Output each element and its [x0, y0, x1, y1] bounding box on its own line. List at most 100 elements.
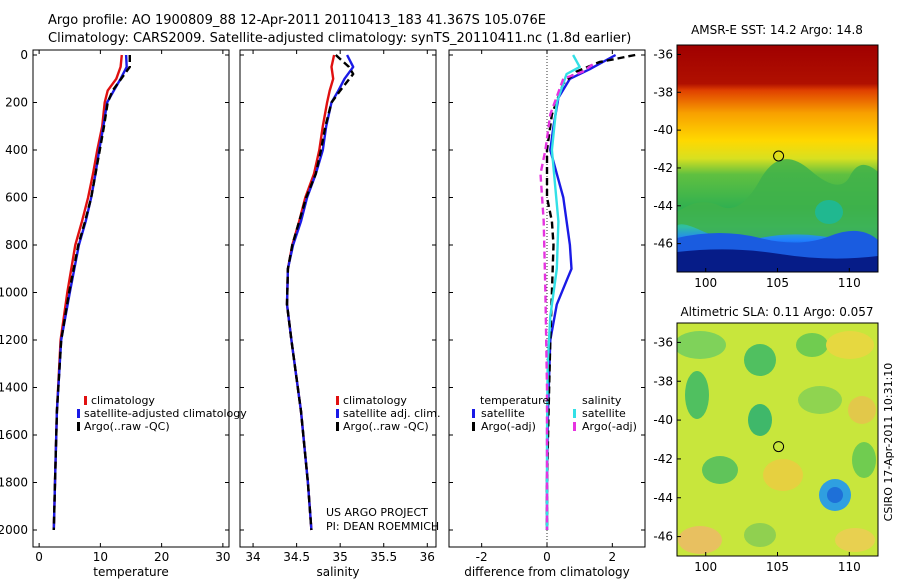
sla-base-field: [677, 323, 878, 556]
y-tick-label: 1000: [0, 286, 28, 300]
difference-panel: -2 0 2 difference from climatology tempera…: [448, 49, 646, 579]
temperature-series-climatology: [52, 54, 123, 531]
temperature-legend: climatology satellite-adjusted climatolo…: [77, 394, 247, 433]
map-x-tick-label: 105: [766, 560, 789, 574]
legend-title-temperature: temperature: [480, 394, 549, 407]
project-annotation: US ARGO PROJECT: [326, 506, 428, 519]
legend-swatch-sal-argo: [573, 422, 576, 431]
sla-blob: [835, 528, 875, 552]
legend-swatch-sal-satellite: [573, 409, 576, 418]
sst-map-panel: AMSR-E SST: 14.2 Argo: 14.8 100 105 110 -36…: [653, 23, 879, 290]
sst-heatmap: [677, 45, 878, 272]
map-y-tick-label: -46: [653, 530, 673, 544]
x-tick-label: 30: [215, 550, 230, 564]
temperature-legend-argo: Argo(..raw -QC): [84, 420, 170, 433]
figure-title-line1: Argo profile: AO 1900809_88 12-Apr-2011 …: [48, 13, 546, 28]
x-tick-label: -2: [476, 550, 488, 564]
legend-swatch-satellite: [77, 409, 80, 418]
temperature-series-satellite-adjusted-climatology: [52, 54, 128, 531]
temperature-panel: 0 10 20 30 0 200 400 600 800 1000 1200 1400 1600 1800…: [0, 48, 247, 579]
x-tick-label: 0: [35, 550, 43, 564]
map-y-tick-label: -40: [653, 413, 673, 427]
salinity-xlabel: salinity: [316, 565, 359, 579]
x-tick-label: 35: [333, 550, 348, 564]
legend-temp-satellite: satellite: [481, 407, 525, 420]
map-y-tick-label: -38: [653, 85, 673, 99]
sla-blob: [826, 331, 874, 359]
map-y-tick-label: -44: [653, 491, 673, 505]
sla-blob: [748, 404, 772, 436]
salinity-legend-argo: Argo(..raw -QC): [343, 420, 429, 433]
temperature-axes-frame: [32, 49, 230, 548]
salinity-legend-climatology: climatology: [343, 394, 407, 407]
legend-swatch-climatology: [336, 396, 339, 405]
sla-map-title: Altimetric SLA: 0.11 Argo: 0.057: [680, 305, 873, 319]
sst-map-title: AMSR-E SST: 14.2 Argo: 14.8: [691, 23, 863, 37]
sla-map-panel: Altimetric SLA: 0.11 Argo: 0.057 100 105 1…: [653, 305, 879, 574]
temperature-legend-climatology: climatology: [91, 394, 155, 407]
sla-blob: [798, 386, 842, 414]
sla-blob: [852, 442, 876, 478]
sla-blob: [744, 344, 776, 376]
sla-argo-location-marker: [773, 441, 785, 453]
sla-blob: [827, 487, 843, 503]
sla-blob: [744, 523, 776, 547]
map-x-tick-label: 100: [694, 276, 717, 290]
salinity-legend: climatology satellite adj. clim. Argo(..…: [336, 394, 440, 433]
legend-swatch-temp-argo: [472, 422, 475, 431]
map-y-tick-label: -38: [653, 374, 673, 388]
salinity-axes-frame: [239, 49, 437, 548]
difference-legend: temperature salinity satellite Argo(-adj…: [472, 394, 637, 433]
sla-blob: [677, 331, 726, 359]
map-x-tick-label: 110: [838, 276, 861, 290]
y-tick-label: 400: [5, 143, 28, 157]
difference-series-temperature-satellite: [545, 53, 617, 530]
legend-swatch-argo: [336, 422, 339, 431]
map-y-tick-label: -40: [653, 123, 673, 137]
x-tick-label: 0: [543, 550, 551, 564]
map-y-tick-label: -44: [653, 199, 673, 213]
map-y-tick-label: -42: [653, 452, 673, 466]
y-tick-label: 2000: [0, 523, 28, 537]
salinity-series-satellite-adj-clim-: [285, 54, 355, 531]
sla-heatmap: [677, 323, 878, 556]
difference-xlabel: difference from climatology: [464, 565, 630, 579]
difference-series-temperature-argo-adj-: [545, 53, 636, 530]
y-tick-label: 1400: [0, 381, 28, 395]
side-caption: CSIRO 17-Apr-2011 10:31:10: [882, 363, 895, 522]
difference-series-salinity-argo-adj-: [539, 63, 594, 530]
legend-swatch-climatology: [84, 396, 87, 405]
map-y-tick-label: -36: [653, 47, 673, 61]
x-tick-label: 20: [154, 550, 169, 564]
x-tick-label: 35.5: [370, 550, 397, 564]
legend-swatch-temp-satellite: [472, 409, 475, 418]
sla-blob: [702, 456, 738, 484]
figure-title-line2: Climatology: CARS2009. Satellite-adjuste…: [48, 31, 631, 46]
sla-blob: [848, 396, 876, 424]
map-y-tick-label: -42: [653, 161, 673, 175]
legend-temp-argo: Argo(-adj): [481, 420, 536, 433]
pi-annotation: PI: DEAN ROEMMICH: [326, 520, 439, 533]
map-y-tick-label: -46: [653, 237, 673, 251]
x-tick-label: 2: [609, 550, 617, 564]
map-x-tick-label: 100: [694, 560, 717, 574]
map-y-tick-label: -36: [653, 335, 673, 349]
salinity-series-argo-raw-qc-: [285, 54, 355, 531]
legend-title-salinity: salinity: [582, 394, 622, 407]
legend-swatch-argo: [77, 422, 80, 431]
map-x-tick-label: 110: [838, 560, 861, 574]
y-tick-label: 600: [5, 191, 28, 205]
sst-argo-location-marker: [773, 150, 785, 162]
x-tick-label: 10: [93, 550, 108, 564]
sst-coldest-band: [677, 249, 878, 272]
sla-blob: [685, 371, 709, 419]
x-tick-label: 36: [420, 550, 435, 564]
temperature-legend-satellite: satellite-adjusted climatology: [84, 407, 247, 420]
temperature-xlabel: temperature: [93, 565, 168, 579]
salinity-panel: 34 34.5 35 35.5 36 salinity climatology sate…: [239, 49, 440, 579]
sla-blob: [763, 459, 803, 491]
map-x-tick-label: 105: [766, 276, 789, 290]
x-tick-label: 34: [245, 550, 260, 564]
sst-warm-eddy: [815, 200, 843, 224]
